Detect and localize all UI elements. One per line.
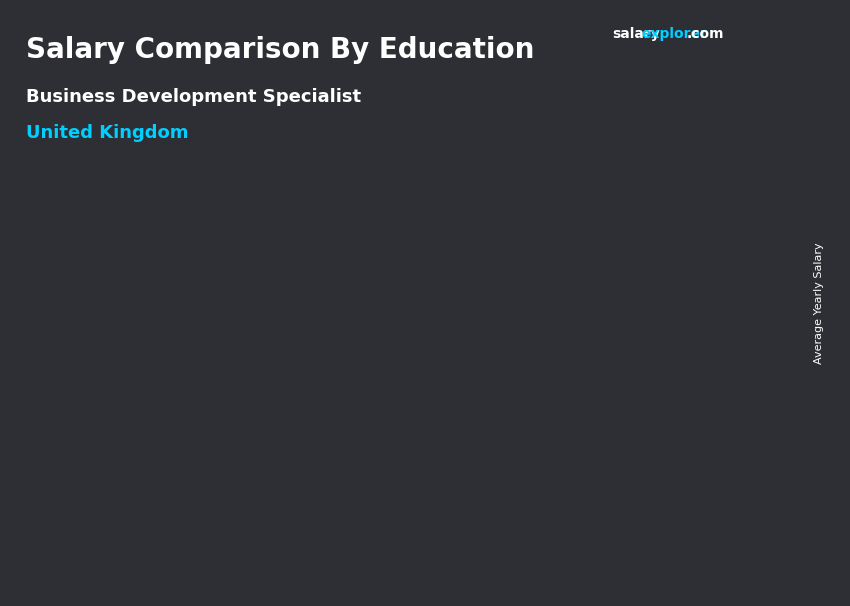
Text: Average Yearly Salary: Average Yearly Salary [814, 242, 824, 364]
Polygon shape [278, 321, 361, 545]
Polygon shape [649, 164, 732, 545]
Text: salary: salary [612, 27, 660, 41]
Text: +21%: +21% [569, 101, 626, 119]
Polygon shape [176, 348, 191, 545]
Polygon shape [463, 230, 547, 545]
Polygon shape [361, 321, 377, 545]
Polygon shape [547, 230, 562, 545]
Text: United Kingdom: United Kingdom [26, 124, 188, 142]
Text: +41%: +41% [383, 138, 441, 156]
Polygon shape [93, 348, 176, 545]
Text: +14%: +14% [198, 207, 256, 225]
Text: .com: .com [687, 27, 724, 41]
Text: explorer: explorer [642, 27, 707, 41]
Text: Business Development Specialist: Business Development Specialist [26, 88, 360, 106]
Polygon shape [732, 164, 746, 545]
Text: 121,000 GBP: 121,000 GBP [639, 139, 729, 152]
Text: Salary Comparison By Education: Salary Comparison By Education [26, 36, 534, 64]
Text: 100,000 GBP: 100,000 GBP [454, 205, 544, 219]
Text: 71,100 GBP: 71,100 GBP [269, 297, 350, 310]
Text: 62,300 GBP: 62,300 GBP [83, 324, 165, 338]
